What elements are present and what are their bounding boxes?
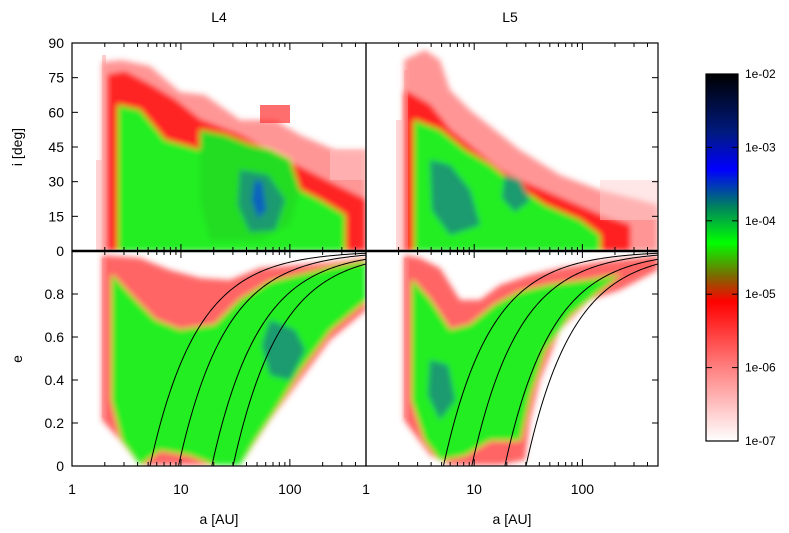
perihelion-curves-l5 [442,252,658,466]
colorbar-gradient [705,73,739,442]
x-tick-label: 100 [278,481,302,497]
y-tick-label: 0.8 [45,286,65,302]
x-tick-label: 10 [173,481,189,497]
colorbar-tick-label: 1e-05 [745,287,776,301]
colorbar-tick-label: 1e-07 [745,434,776,448]
perihelion-curve [442,252,658,466]
colorbar-tick-label: 1e-03 [745,140,776,154]
y-tick-label: 0.4 [45,372,65,388]
heatmap-l4-inclination [96,55,366,251]
colorbar-tick-label: 1e-04 [745,214,776,228]
y-tick-label: 0.6 [45,329,65,345]
y-axis-label-eccentricity: e [9,355,25,363]
x-axis-label-right: a [AU] [493,511,532,527]
perihelion-curves-l4 [149,252,366,466]
perihelion-curve [504,258,658,466]
heatmap-l5-inclination [396,50,658,251]
colorbar-tick-label: 1e-02 [745,67,776,81]
y-tick-label: 30 [48,174,64,190]
y-tick-label: 90 [48,35,64,51]
perihelion-curve [471,254,658,466]
perihelion-curve [211,258,366,466]
x-tick-label: 1 [362,481,370,497]
colorbar: 1e-02 1e-03 1e-04 1e-05 1e-06 1e-07 [705,67,776,448]
perihelion-curve [232,263,366,466]
y-tick-label: 0.2 [45,415,65,431]
x-tick-label: 100 [571,481,595,497]
x-tick-label: 1 [68,481,76,497]
colorbar-tick-label: 1e-06 [745,361,776,375]
perihelion-curve [149,252,366,466]
x-axis-label-left: a [AU] [200,511,239,527]
panel-title-l5: L5 [502,9,518,25]
panel-title-l4: L4 [211,9,227,25]
perihelion-curve [178,254,366,466]
y-tick-label: 15 [48,208,64,224]
y-tick-label: 75 [48,70,64,86]
heatmap-l4-eccentricity [102,255,366,465]
heatmap-l5-eccentricity [404,255,658,465]
y-tick-label: 0 [56,243,64,259]
y-tick-label: 45 [48,139,64,155]
y-tick-label: 0 [56,458,64,474]
axis-ticks: 0 15 30 45 60 75 90 0 0.2 0.4 0.6 0.8 1 10 100 1 10 100 [45,35,659,497]
y-tick-label: 60 [48,104,64,120]
y-axis-label-inclination: i [deg] [9,128,25,166]
perihelion-curve [525,263,658,466]
x-tick-label: 10 [466,481,482,497]
